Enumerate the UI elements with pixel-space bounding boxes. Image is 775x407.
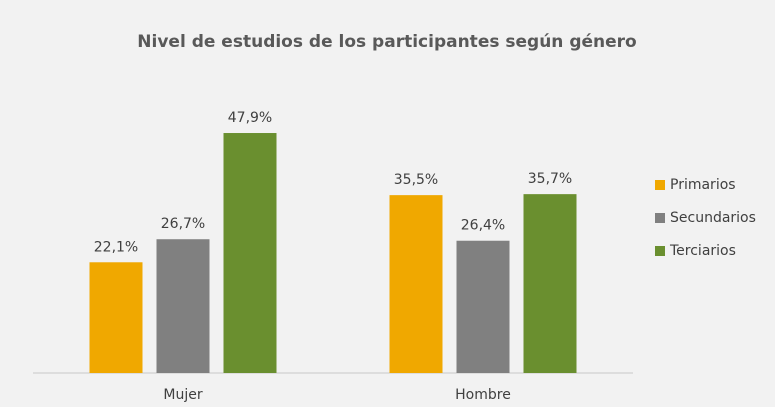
data-label: 22,1%: [94, 239, 138, 255]
bar: [223, 133, 277, 373]
legend-label: Primarios: [670, 177, 736, 193]
chart-title: Nivel de estudios de los participantes s…: [137, 32, 636, 52]
data-label: 26,7%: [161, 216, 205, 232]
bar: [156, 239, 210, 373]
legend-swatch: [655, 180, 665, 190]
data-label: 47,9%: [228, 110, 272, 126]
x-tick-label: Hombre: [455, 387, 511, 403]
bar: [523, 194, 577, 373]
bar: [456, 240, 510, 373]
legend-swatch: [655, 213, 665, 223]
data-label: 35,7%: [528, 171, 572, 187]
legend-label: Terciarios: [669, 243, 736, 259]
data-label: 26,4%: [461, 218, 505, 234]
x-tick-label: Mujer: [163, 387, 202, 403]
legend-label: Secundarios: [670, 210, 756, 226]
legend-swatch: [655, 246, 665, 256]
data-label: 35,5%: [394, 172, 438, 188]
bar: [389, 195, 443, 373]
bar: [89, 262, 143, 373]
